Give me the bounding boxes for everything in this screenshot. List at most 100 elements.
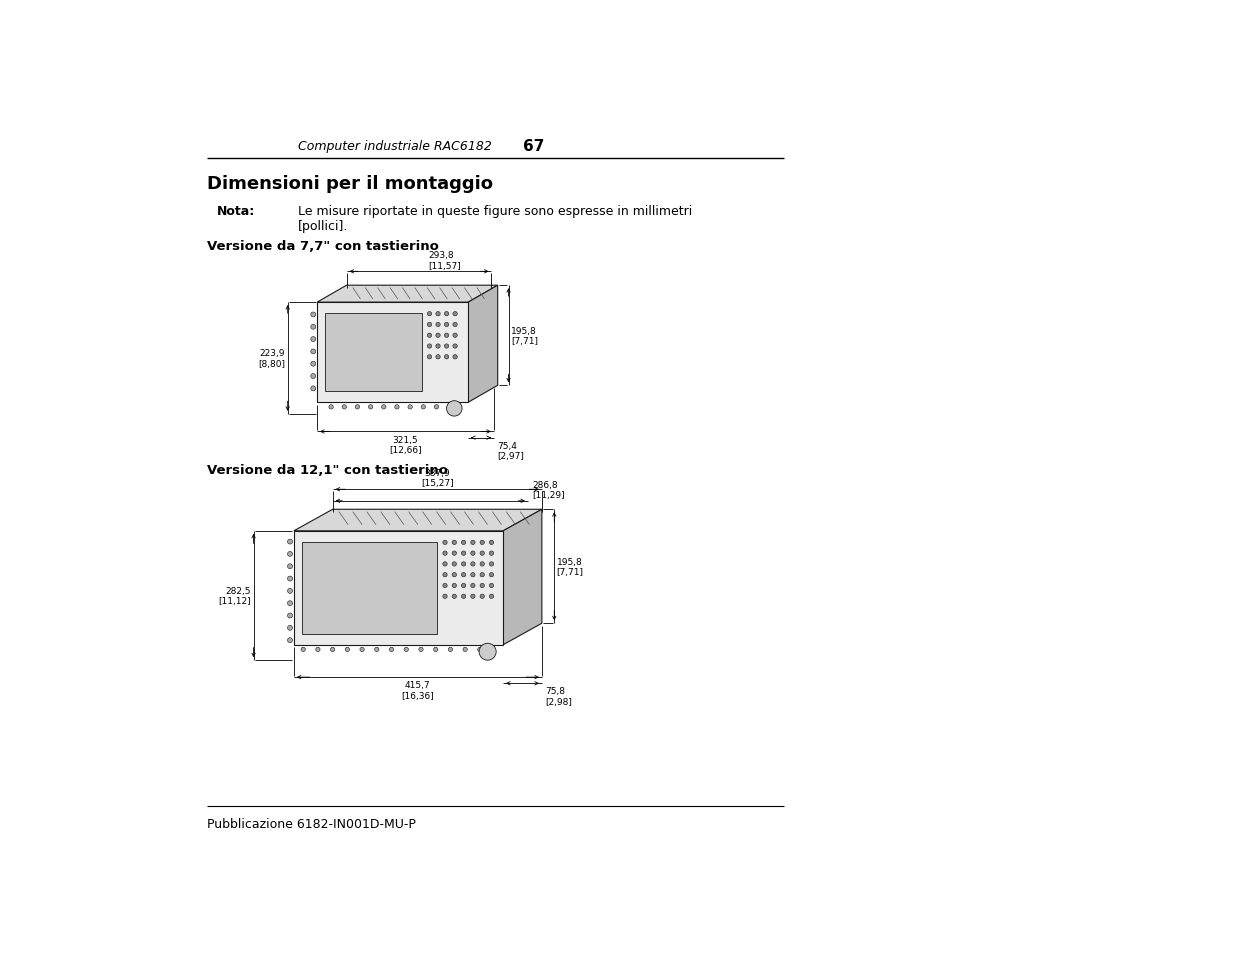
Circle shape: [471, 552, 475, 556]
Text: Versione da 7,7" con tastierino: Versione da 7,7" con tastierino: [207, 240, 438, 253]
Circle shape: [480, 584, 484, 588]
Circle shape: [288, 601, 293, 606]
Circle shape: [395, 405, 399, 410]
Circle shape: [311, 313, 316, 317]
Text: 415,7
[16,36]: 415,7 [16,36]: [401, 680, 435, 700]
Circle shape: [462, 584, 466, 588]
Text: 67: 67: [524, 139, 545, 154]
Circle shape: [462, 552, 466, 556]
Circle shape: [311, 350, 316, 355]
Circle shape: [288, 638, 293, 643]
Text: Versione da 12,1" con tastierino: Versione da 12,1" con tastierino: [207, 463, 448, 476]
Text: 387,9
[15,27]: 387,9 [15,27]: [421, 468, 453, 487]
Circle shape: [489, 573, 494, 578]
Circle shape: [471, 540, 475, 545]
Circle shape: [331, 648, 335, 652]
Circle shape: [443, 552, 447, 556]
Circle shape: [478, 648, 482, 652]
Circle shape: [489, 552, 494, 556]
Circle shape: [447, 401, 462, 416]
Text: Pubblicazione 6182-IN001D-MU-P: Pubblicazione 6182-IN001D-MU-P: [207, 817, 416, 830]
Circle shape: [489, 595, 494, 598]
Circle shape: [443, 595, 447, 598]
Circle shape: [311, 325, 316, 330]
Circle shape: [452, 595, 457, 598]
Circle shape: [453, 323, 457, 327]
Text: 293,8
[11,57]: 293,8 [11,57]: [429, 252, 461, 271]
Circle shape: [453, 355, 457, 359]
Circle shape: [427, 355, 432, 359]
Circle shape: [445, 323, 448, 327]
Circle shape: [443, 584, 447, 588]
Circle shape: [453, 313, 457, 316]
Polygon shape: [294, 510, 542, 531]
Text: 282,5
[11,12]: 282,5 [11,12]: [219, 586, 251, 605]
Text: 321,5
[12,66]: 321,5 [12,66]: [389, 436, 422, 455]
Circle shape: [435, 405, 438, 410]
Circle shape: [471, 595, 475, 598]
Circle shape: [480, 540, 484, 545]
Circle shape: [471, 562, 475, 566]
Circle shape: [452, 562, 457, 566]
Text: Le misure riportate in queste figure sono espresse in millimetri
[pollici].: Le misure riportate in queste figure son…: [298, 205, 692, 233]
Circle shape: [480, 552, 484, 556]
Text: 195,8
[7,71]: 195,8 [7,71]: [557, 557, 584, 577]
Circle shape: [427, 323, 432, 327]
Circle shape: [382, 405, 387, 410]
Circle shape: [489, 584, 494, 588]
Circle shape: [443, 540, 447, 545]
Circle shape: [288, 626, 293, 631]
Circle shape: [427, 334, 432, 338]
Circle shape: [368, 405, 373, 410]
Polygon shape: [317, 303, 468, 403]
Circle shape: [489, 562, 494, 566]
Polygon shape: [325, 314, 421, 392]
Polygon shape: [468, 286, 498, 403]
Circle shape: [462, 562, 466, 566]
Text: Nota:: Nota:: [216, 205, 254, 218]
Polygon shape: [301, 542, 437, 635]
Circle shape: [433, 648, 438, 652]
Circle shape: [311, 375, 316, 379]
Text: Computer industriale RAC6182: Computer industriale RAC6182: [298, 140, 492, 153]
Circle shape: [427, 313, 432, 316]
Circle shape: [462, 573, 466, 578]
Circle shape: [374, 648, 379, 652]
Circle shape: [452, 552, 457, 556]
Circle shape: [311, 362, 316, 367]
Circle shape: [436, 334, 440, 338]
Circle shape: [445, 334, 448, 338]
Circle shape: [288, 589, 293, 594]
Text: 195,8
[7,71]: 195,8 [7,71]: [511, 326, 538, 346]
Circle shape: [419, 648, 424, 652]
Circle shape: [288, 539, 293, 544]
Circle shape: [445, 344, 448, 349]
Polygon shape: [503, 510, 542, 645]
Circle shape: [445, 313, 448, 316]
Circle shape: [443, 562, 447, 566]
Circle shape: [447, 405, 452, 410]
Circle shape: [288, 577, 293, 581]
Text: 286,8
[11,29]: 286,8 [11,29]: [532, 480, 566, 499]
Circle shape: [489, 540, 494, 545]
Circle shape: [452, 540, 457, 545]
Circle shape: [316, 648, 320, 652]
Circle shape: [436, 323, 440, 327]
Circle shape: [311, 337, 316, 342]
Polygon shape: [294, 531, 503, 645]
Circle shape: [452, 573, 457, 578]
Circle shape: [359, 648, 364, 652]
Circle shape: [288, 552, 293, 557]
Circle shape: [436, 344, 440, 349]
Polygon shape: [317, 286, 498, 303]
Circle shape: [436, 355, 440, 359]
Circle shape: [311, 387, 316, 392]
Circle shape: [404, 648, 409, 652]
Circle shape: [288, 614, 293, 618]
Circle shape: [445, 355, 448, 359]
Circle shape: [480, 573, 484, 578]
Text: 75,8
[2,98]: 75,8 [2,98]: [545, 687, 572, 706]
Text: Dimensioni per il montaggio: Dimensioni per il montaggio: [207, 174, 493, 193]
Circle shape: [463, 648, 467, 652]
Circle shape: [462, 595, 466, 598]
